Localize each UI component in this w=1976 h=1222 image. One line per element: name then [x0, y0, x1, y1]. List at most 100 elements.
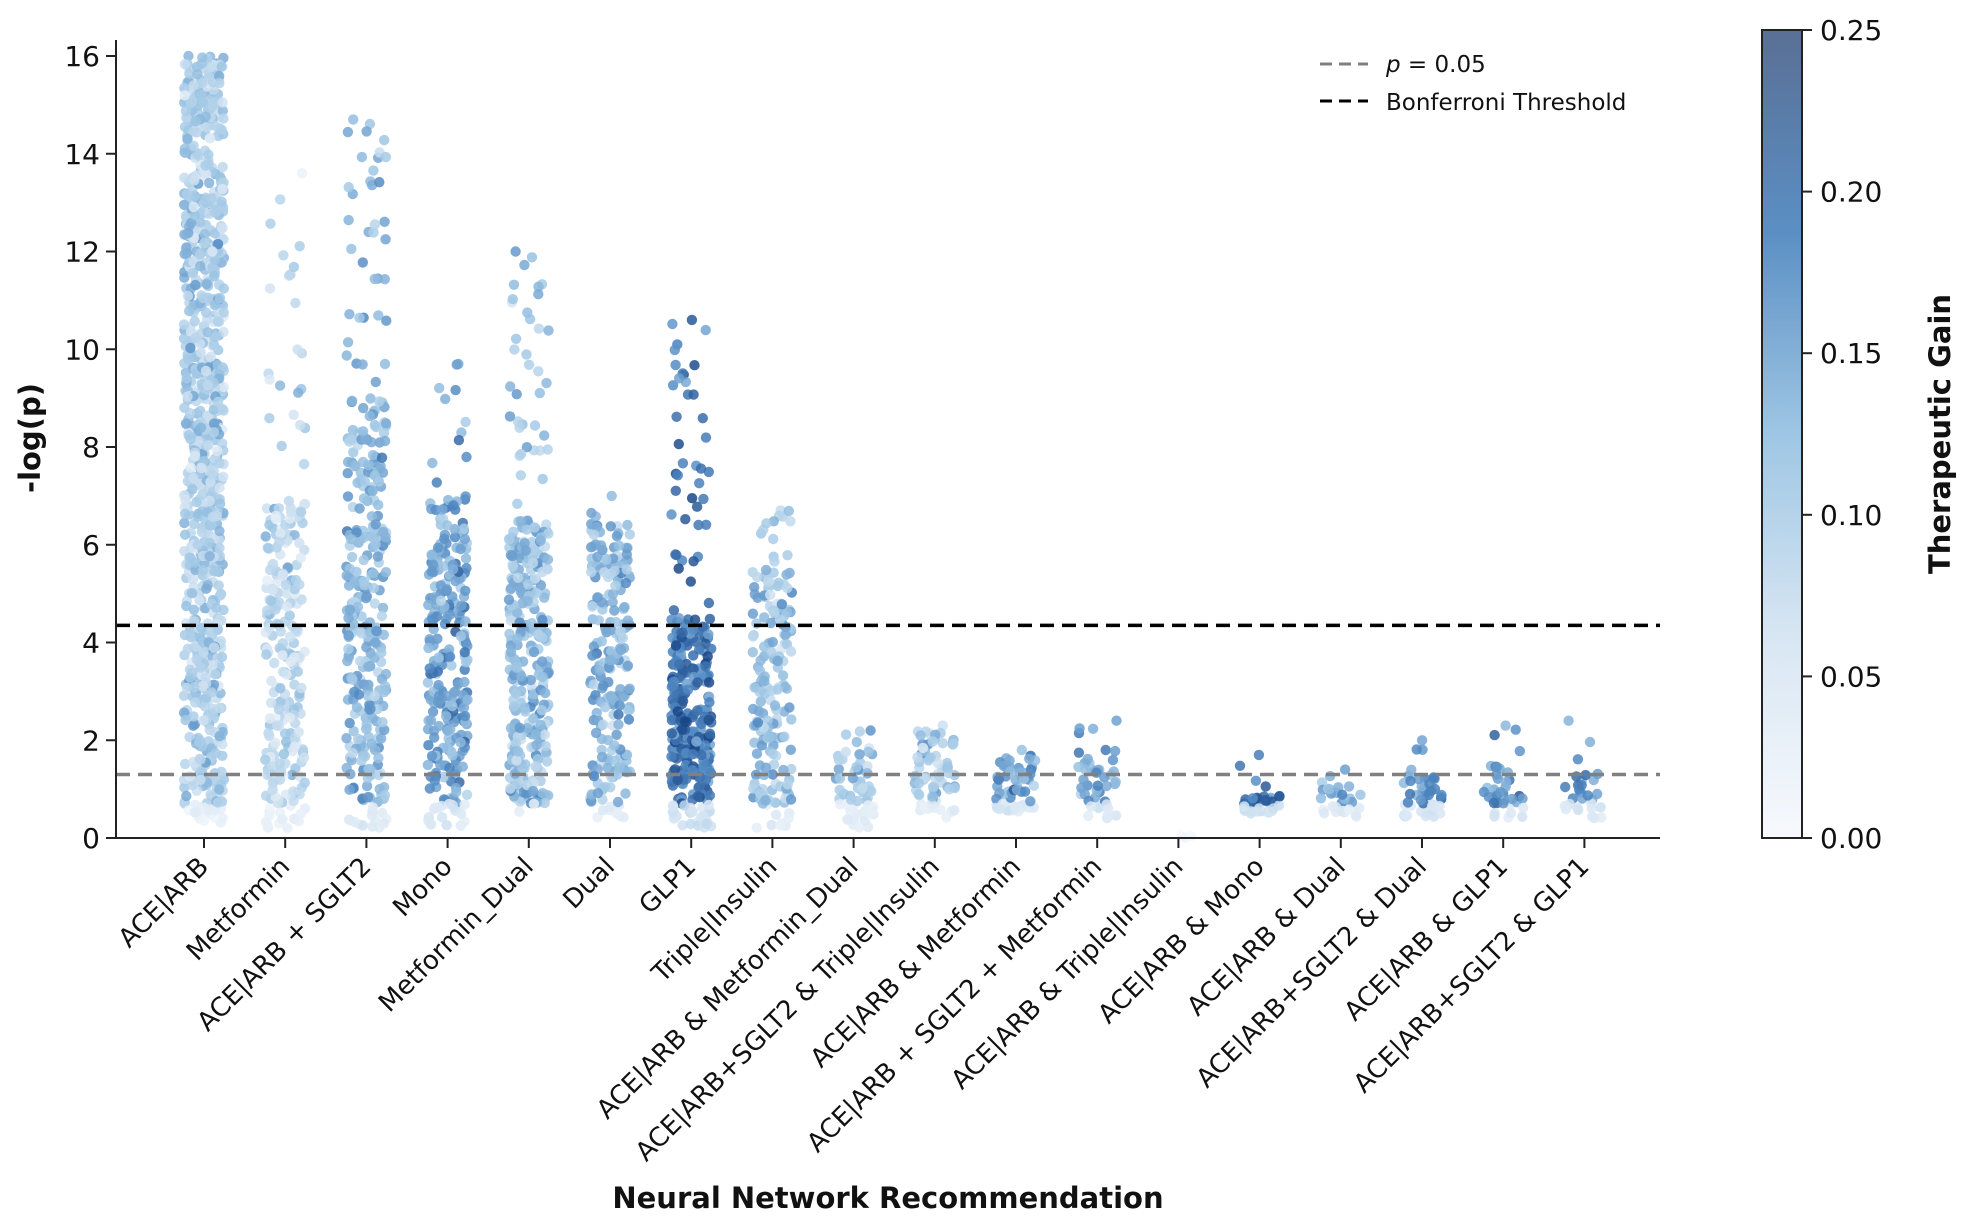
data-point — [379, 216, 390, 227]
data-point — [193, 737, 205, 748]
data-point — [505, 722, 517, 734]
data-point — [670, 359, 681, 371]
data-point — [994, 803, 1005, 815]
data-point — [289, 652, 300, 663]
data-point — [773, 577, 784, 588]
data-point — [696, 749, 707, 761]
data-point — [348, 114, 359, 125]
data-point — [592, 592, 603, 603]
data-point — [277, 569, 288, 580]
data-point — [613, 540, 625, 551]
data-point — [440, 393, 451, 405]
data-point — [280, 579, 291, 590]
data-point — [178, 199, 190, 210]
data-point — [344, 784, 355, 795]
data-point — [456, 600, 467, 611]
data-point — [296, 594, 307, 605]
data-point — [519, 259, 530, 271]
data-point — [357, 426, 369, 437]
data-point — [265, 564, 276, 576]
data-point — [263, 543, 274, 554]
data-point — [521, 442, 533, 453]
data-point — [700, 519, 712, 530]
data-point — [437, 504, 448, 515]
data-point — [441, 820, 452, 831]
data-point — [694, 478, 705, 489]
data-point — [1111, 715, 1122, 726]
data-point — [444, 651, 456, 662]
data-point — [1517, 793, 1528, 804]
data-point — [521, 524, 533, 535]
data-point — [359, 476, 370, 487]
data-point — [671, 411, 682, 422]
data-point — [588, 529, 600, 540]
data-point — [1016, 744, 1027, 756]
data-point — [942, 761, 953, 772]
data-point — [379, 790, 391, 801]
data-point — [352, 601, 364, 613]
data-point — [775, 820, 786, 831]
data-point — [185, 217, 197, 229]
data-point — [527, 785, 539, 797]
data-point — [358, 554, 369, 566]
data-point — [1324, 783, 1335, 795]
data-point — [693, 519, 704, 531]
data-point — [374, 396, 385, 407]
x-tick-label: ACE|ARB+SGLT2 & Triple|Insulin — [630, 852, 946, 1168]
data-point — [218, 307, 229, 318]
data-point — [448, 500, 459, 511]
data-point — [781, 569, 792, 580]
data-point — [433, 679, 444, 691]
data-point — [356, 755, 367, 766]
data-point — [459, 647, 470, 658]
data-point — [759, 675, 770, 687]
data-point — [749, 582, 760, 593]
data-point — [1492, 773, 1504, 784]
data-point — [218, 283, 229, 294]
data-point — [216, 196, 227, 207]
data-point — [459, 799, 470, 810]
data-point — [666, 614, 677, 625]
data-point — [188, 80, 199, 91]
data-point — [185, 462, 196, 473]
data-point — [294, 579, 305, 590]
data-point — [511, 389, 522, 400]
data-point — [211, 602, 222, 613]
data-point — [368, 165, 379, 176]
data-point — [200, 672, 211, 683]
data-point — [367, 802, 379, 813]
data-point — [834, 784, 845, 796]
data-point — [196, 622, 207, 634]
data-point — [361, 126, 372, 137]
data-point — [186, 588, 198, 599]
data-point — [1337, 789, 1348, 800]
data-point — [460, 585, 471, 596]
data-point — [593, 615, 604, 626]
data-point — [195, 347, 206, 358]
data-point — [209, 120, 220, 131]
data-point — [1073, 761, 1084, 773]
data-point — [533, 366, 544, 377]
data-point — [214, 457, 225, 469]
data-point — [185, 98, 196, 109]
data-point — [1560, 781, 1571, 793]
data-point — [189, 209, 201, 221]
data-point — [275, 683, 286, 694]
data-point — [459, 534, 471, 545]
data-point — [511, 755, 522, 766]
data-point — [687, 749, 698, 760]
data-point — [1411, 744, 1422, 755]
data-point — [348, 726, 359, 737]
data-point — [840, 729, 852, 740]
data-point — [288, 795, 299, 807]
colorbar: 0.00 0.05 0.10 0.15 0.20 0.25 Therapeutic Gai… — [1761, 14, 1957, 855]
data-point — [605, 521, 616, 532]
data-point — [460, 553, 472, 564]
data-point — [510, 688, 522, 699]
data-point — [208, 404, 219, 415]
data-point — [586, 566, 597, 578]
data-point — [605, 690, 616, 702]
data-point — [275, 528, 286, 539]
data-point — [369, 690, 380, 702]
data-point — [782, 550, 793, 561]
